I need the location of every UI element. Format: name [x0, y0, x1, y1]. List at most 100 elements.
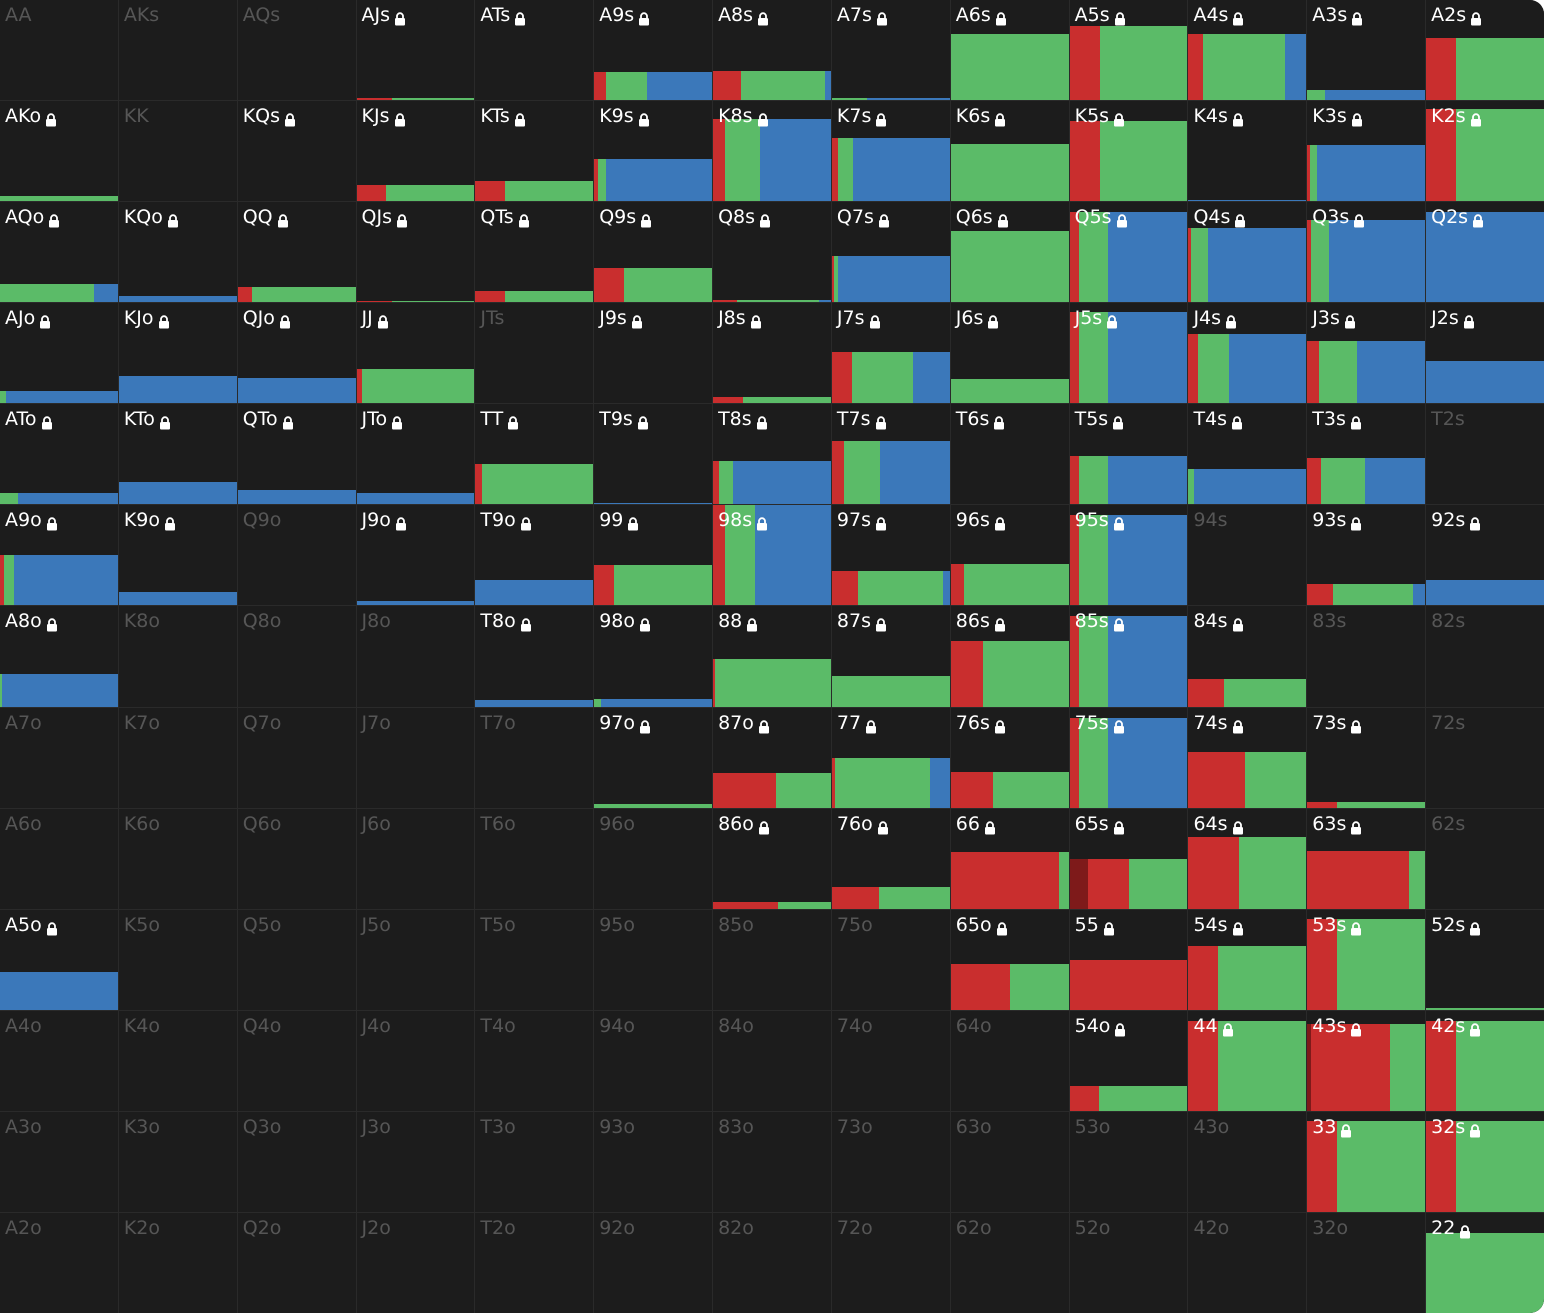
hand-cell-q4s[interactable]: Q4s — [1188, 202, 1307, 303]
hand-cell-97o[interactable]: 97o — [594, 707, 713, 808]
hand-cell-kqo[interactable]: KQo — [118, 202, 237, 303]
hand-cell-86s[interactable]: 86s — [950, 606, 1069, 707]
hand-cell-q9s[interactable]: Q9s — [594, 202, 713, 303]
hand-cell-ajs[interactable]: AJs — [356, 0, 475, 101]
hand-cell-64s[interactable]: 64s — [1188, 808, 1307, 909]
hand-cell-jts[interactable]: JTs — [475, 303, 594, 404]
hand-cell-86o[interactable]: 86o — [713, 808, 831, 909]
hand-cell-62o[interactable]: 62o — [950, 1212, 1069, 1313]
hand-cell-k9s[interactable]: K9s — [594, 101, 713, 202]
hand-cell-k8o[interactable]: K8o — [118, 606, 237, 707]
hand-cell-87s[interactable]: 87s — [831, 606, 950, 707]
hand-cell-kk[interactable]: KK — [118, 101, 237, 202]
hand-cell-76o[interactable]: 76o — [831, 808, 950, 909]
hand-cell-52o[interactable]: 52o — [1069, 1212, 1188, 1313]
hand-cell-jj[interactable]: JJ — [356, 303, 475, 404]
hand-cell-t5s[interactable]: T5s — [1069, 404, 1188, 505]
hand-cell-q5s[interactable]: Q5s — [1069, 202, 1188, 303]
hand-cell-j9s[interactable]: J9s — [594, 303, 713, 404]
hand-cell-a6o[interactable]: A6o — [0, 808, 118, 909]
hand-cell-96s[interactable]: 96s — [950, 505, 1069, 606]
hand-cell-kqs[interactable]: KQs — [237, 101, 356, 202]
hand-cell-qto[interactable]: QTo — [237, 404, 356, 505]
hand-cell-96o[interactable]: 96o — [594, 808, 713, 909]
hand-cell-32o[interactable]: 32o — [1307, 1212, 1426, 1313]
hand-cell-qts[interactable]: QTs — [475, 202, 594, 303]
hand-cell-93s[interactable]: 93s — [1307, 505, 1426, 606]
hand-cell-j8o[interactable]: J8o — [356, 606, 475, 707]
hand-cell-k4o[interactable]: K4o — [118, 1010, 237, 1111]
hand-cell-a3o[interactable]: A3o — [0, 1111, 118, 1212]
hand-cell-55[interactable]: 55 — [1069, 909, 1188, 1010]
hand-cell-t5o[interactable]: T5o — [475, 909, 594, 1010]
hand-cell-82s[interactable]: 82s — [1426, 606, 1544, 707]
hand-cell-q3s[interactable]: Q3s — [1307, 202, 1426, 303]
hand-cell-j5o[interactable]: J5o — [356, 909, 475, 1010]
hand-cell-93o[interactable]: 93o — [594, 1111, 713, 1212]
hand-cell-q3o[interactable]: Q3o — [237, 1111, 356, 1212]
hand-cell-t6o[interactable]: T6o — [475, 808, 594, 909]
hand-cell-kjs[interactable]: KJs — [356, 101, 475, 202]
hand-cell-99[interactable]: 99 — [594, 505, 713, 606]
hand-cell-a8s[interactable]: A8s — [713, 0, 831, 101]
hand-cell-43s[interactable]: 43s — [1307, 1010, 1426, 1111]
hand-cell-q8o[interactable]: Q8o — [237, 606, 356, 707]
hand-cell-aa[interactable]: AA — [0, 0, 118, 101]
hand-cell-98o[interactable]: 98o — [594, 606, 713, 707]
hand-cell-t7o[interactable]: T7o — [475, 707, 594, 808]
hand-cell-q7o[interactable]: Q7o — [237, 707, 356, 808]
hand-cell-74o[interactable]: 74o — [831, 1010, 950, 1111]
hand-cell-52s[interactable]: 52s — [1426, 909, 1544, 1010]
hand-cell-j2o[interactable]: J2o — [356, 1212, 475, 1313]
hand-cell-t8o[interactable]: T8o — [475, 606, 594, 707]
hand-cell-65o[interactable]: 65o — [950, 909, 1069, 1010]
hand-cell-q6s[interactable]: Q6s — [950, 202, 1069, 303]
hand-cell-t9s[interactable]: T9s — [594, 404, 713, 505]
hand-cell-q2o[interactable]: Q2o — [237, 1212, 356, 1313]
hand-cell-k5o[interactable]: K5o — [118, 909, 237, 1010]
hand-cell-jto[interactable]: JTo — [356, 404, 475, 505]
hand-cell-a5o[interactable]: A5o — [0, 909, 118, 1010]
hand-cell-qjs[interactable]: QJs — [356, 202, 475, 303]
hand-cell-j6s[interactable]: J6s — [950, 303, 1069, 404]
hand-cell-j4s[interactable]: J4s — [1188, 303, 1307, 404]
hand-cell-aqo[interactable]: AQo — [0, 202, 118, 303]
hand-cell-j5s[interactable]: J5s — [1069, 303, 1188, 404]
hand-cell-k6s[interactable]: K6s — [950, 101, 1069, 202]
hand-cell-t8s[interactable]: T8s — [713, 404, 831, 505]
hand-cell-94o[interactable]: 94o — [594, 1010, 713, 1111]
hand-cell-95s[interactable]: 95s — [1069, 505, 1188, 606]
hand-cell-72o[interactable]: 72o — [831, 1212, 950, 1313]
hand-cell-k5s[interactable]: K5s — [1069, 101, 1188, 202]
hand-cell-q6o[interactable]: Q6o — [237, 808, 356, 909]
hand-cell-ats[interactable]: ATs — [475, 0, 594, 101]
hand-cell-ato[interactable]: ATo — [0, 404, 118, 505]
hand-cell-ako[interactable]: AKo — [0, 101, 118, 202]
hand-cell-a9o[interactable]: A9o — [0, 505, 118, 606]
hand-cell-74s[interactable]: 74s — [1188, 707, 1307, 808]
hand-cell-kto[interactable]: KTo — [118, 404, 237, 505]
hand-cell-qq[interactable]: QQ — [237, 202, 356, 303]
hand-cell-a4s[interactable]: A4s — [1188, 0, 1307, 101]
hand-cell-j3o[interactable]: J3o — [356, 1111, 475, 1212]
hand-cell-a6s[interactable]: A6s — [950, 0, 1069, 101]
hand-cell-88[interactable]: 88 — [713, 606, 831, 707]
hand-cell-75o[interactable]: 75o — [831, 909, 950, 1010]
hand-cell-k2o[interactable]: K2o — [118, 1212, 237, 1313]
hand-cell-a7s[interactable]: A7s — [831, 0, 950, 101]
hand-cell-j7s[interactable]: J7s — [831, 303, 950, 404]
hand-cell-98s[interactable]: 98s — [713, 505, 831, 606]
hand-cell-94s[interactable]: 94s — [1188, 505, 1307, 606]
hand-cell-t4s[interactable]: T4s — [1188, 404, 1307, 505]
hand-cell-a4o[interactable]: A4o — [0, 1010, 118, 1111]
hand-cell-a2s[interactable]: A2s — [1426, 0, 1544, 101]
hand-cell-tt[interactable]: TT — [475, 404, 594, 505]
hand-cell-32s[interactable]: 32s — [1426, 1111, 1544, 1212]
hand-cell-k7o[interactable]: K7o — [118, 707, 237, 808]
hand-cell-a8o[interactable]: A8o — [0, 606, 118, 707]
hand-cell-aqs[interactable]: AQs — [237, 0, 356, 101]
hand-cell-q5o[interactable]: Q5o — [237, 909, 356, 1010]
hand-cell-73o[interactable]: 73o — [831, 1111, 950, 1212]
hand-cell-53s[interactable]: 53s — [1307, 909, 1426, 1010]
hand-cell-t7s[interactable]: T7s — [831, 404, 950, 505]
